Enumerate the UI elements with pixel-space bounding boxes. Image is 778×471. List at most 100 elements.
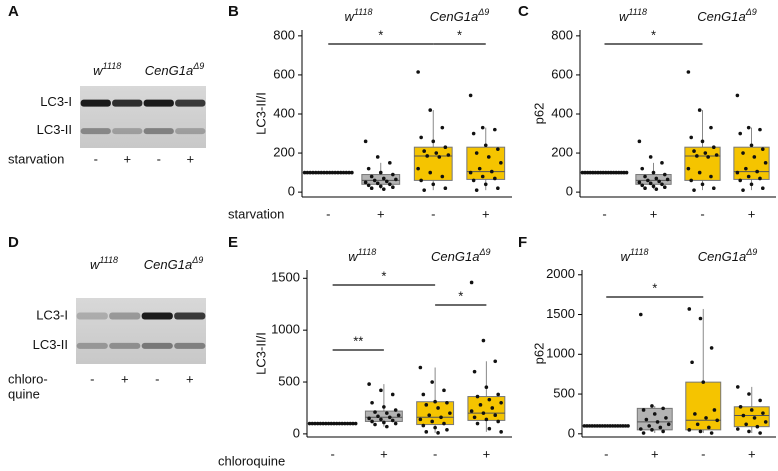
data-point (468, 93, 473, 98)
genotype-base: CenG1a (430, 9, 478, 24)
lane-label: + (186, 371, 194, 386)
data-point (422, 149, 426, 153)
data-point (747, 392, 751, 396)
significance-label: * (457, 27, 462, 42)
data-point (707, 425, 711, 430)
data-point (367, 416, 371, 421)
data-point (436, 406, 440, 410)
data-point (647, 424, 651, 428)
data-point (640, 166, 645, 171)
data-point (483, 143, 488, 148)
data-point (475, 421, 480, 426)
data-point (661, 429, 665, 434)
y-tick-label: 1000 (271, 322, 300, 337)
treatment-label: chloro- (8, 371, 48, 386)
blot-band (80, 128, 111, 135)
genotype-base: CenG1a (697, 9, 745, 24)
treatment-label: starvation (8, 151, 64, 166)
data-point (692, 188, 696, 192)
data-point (373, 410, 377, 414)
data-point (598, 170, 603, 175)
blot-band (143, 128, 174, 135)
data-point (643, 186, 647, 191)
data-point (373, 422, 377, 427)
y-tick-label: 500 (553, 385, 575, 400)
data-point (641, 408, 646, 412)
data-point (701, 380, 706, 384)
data-point (396, 413, 401, 418)
x-axis-label: starvation (228, 206, 284, 221)
blot-band (109, 342, 141, 349)
data-point (609, 170, 613, 175)
data-point (370, 419, 374, 424)
genotype-sup: Δ9 (745, 247, 757, 257)
data-point (496, 147, 500, 151)
band-label: LC3-II (33, 337, 68, 352)
data-point (660, 161, 664, 165)
data-point (442, 421, 446, 426)
genotype-sup: 1118 (99, 255, 118, 265)
data-point (434, 151, 439, 155)
x-tick-label: + (650, 206, 658, 221)
data-point (340, 421, 344, 426)
lane-label: - (90, 371, 94, 386)
data-point (611, 170, 616, 175)
x-tick-label: - (701, 446, 705, 461)
genotype-label: CenG1aΔ9 (431, 247, 490, 264)
data-point (652, 412, 657, 416)
data-point (421, 392, 426, 397)
data-point (654, 187, 659, 191)
data-point (666, 422, 671, 427)
data-point (755, 424, 760, 429)
significance-label: ** (353, 333, 363, 348)
x-tick-label: + (748, 206, 756, 221)
data-point (587, 424, 592, 428)
data-point (484, 385, 489, 390)
y-tick-label: 600 (273, 66, 295, 81)
data-point (445, 427, 449, 432)
genotype-sup: Δ9 (745, 7, 757, 17)
data-point (327, 170, 332, 175)
data-point (499, 400, 503, 405)
data-point (690, 360, 694, 365)
data-point (585, 424, 589, 428)
data-point (418, 417, 423, 422)
genotype-label: CenG1aΔ9 (430, 7, 489, 24)
y-tick-label: 400 (551, 105, 573, 120)
box (466, 146, 506, 180)
panel-label: C (518, 3, 529, 20)
data-point (640, 183, 645, 188)
data-point (390, 392, 395, 397)
data-point (603, 424, 607, 428)
data-point (603, 170, 608, 175)
data-point (481, 411, 486, 415)
genotype-base: w (619, 9, 630, 24)
data-point (610, 424, 615, 428)
data-point (351, 421, 355, 426)
blot-image (80, 86, 206, 148)
data-point (616, 424, 620, 428)
box (416, 401, 455, 426)
y-tick-label: 0 (293, 425, 300, 440)
x-tick-label: - (433, 446, 437, 461)
band-label: LC3-II (37, 122, 72, 137)
y-axis-label: p62 (531, 103, 546, 125)
data-point (614, 170, 618, 175)
data-point (418, 365, 423, 370)
data-point (302, 170, 307, 175)
data-point (660, 182, 664, 187)
data-point (419, 178, 423, 183)
data-point (427, 413, 432, 418)
x-tick-label: - (330, 446, 334, 461)
genotype-label: w1118 (90, 255, 118, 272)
data-point (350, 170, 354, 175)
data-point (709, 125, 713, 130)
data-point (623, 424, 628, 428)
data-point (662, 172, 667, 177)
data-point (334, 421, 339, 426)
data-point (592, 424, 597, 428)
data-point (384, 179, 389, 184)
data-point (318, 421, 323, 426)
data-point (472, 369, 477, 374)
significance-label: * (652, 280, 657, 295)
